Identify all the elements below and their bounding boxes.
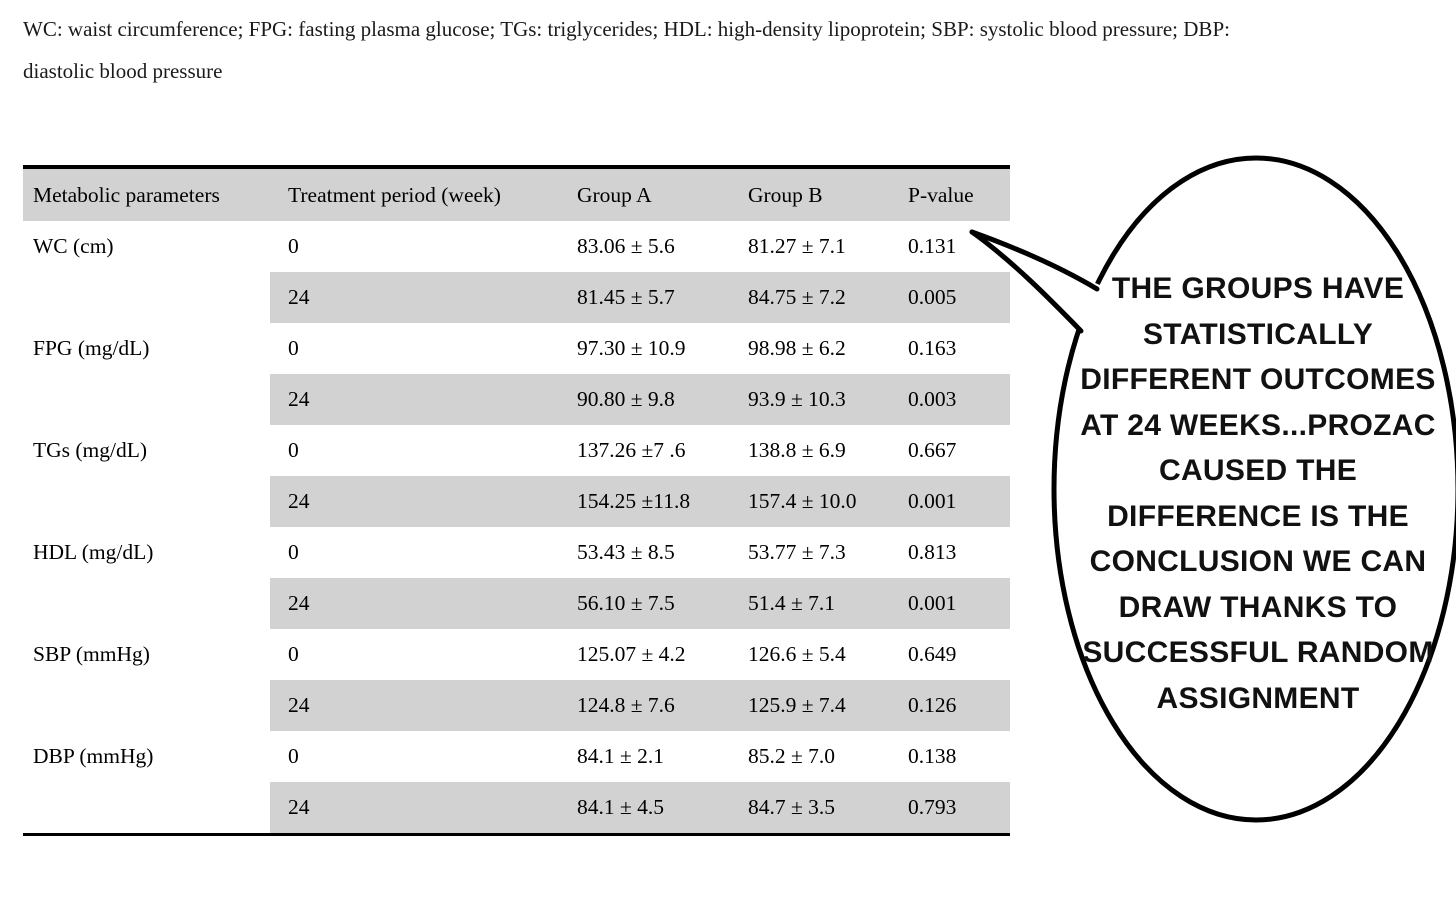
param-cell [23,578,270,629]
week-cell: 24 [270,374,567,425]
table-row: 24 124.8 ± 7.6 125.9 ± 7.4 0.126 [23,680,1010,731]
speech-bubble-text: THE GROUPS HAVE STATISTICALLY DIFFERENT … [1080,272,1436,715]
group-a-cell: 53.43 ± 8.5 [577,540,675,564]
param-cell: FPG (mg/dL) [33,336,150,360]
group-a-cell: 154.25 ±11.8 [567,476,738,527]
week-cell: 0 [288,540,299,564]
table-row: SBP (mmHg) 0 125.07 ± 4.2 126.6 ± 5.4 0.… [23,629,1010,680]
week-cell: 0 [288,438,299,462]
week-cell: 24 [270,680,567,731]
p-value-cell: 0.001 [898,476,1010,527]
header-group-b: Group B [738,169,898,221]
group-b-cell: 84.75 ± 7.2 [738,272,898,323]
p-value-cell: 0.649 [908,642,957,666]
table-row: 24 56.10 ± 7.5 51.4 ± 7.1 0.001 [23,578,1010,629]
p-value-cell: 0.131 [908,234,957,258]
group-b-cell: 138.8 ± 6.9 [748,438,846,462]
group-a-cell: 84.1 ± 4.5 [567,782,738,833]
group-a-cell: 83.06 ± 5.6 [577,234,675,258]
week-cell: 0 [288,642,299,666]
week-cell: 0 [288,744,299,768]
param-cell: HDL (mg/dL) [33,540,154,564]
group-b-cell: 126.6 ± 5.4 [748,642,846,666]
p-value-cell: 0.138 [908,744,957,768]
p-value-cell: 0.163 [908,336,957,360]
week-cell: 24 [270,578,567,629]
p-value-cell: 0.005 [898,272,1010,323]
table-row: 24 84.1 ± 4.5 84.7 ± 3.5 0.793 [23,782,1010,833]
param-cell: SBP (mmHg) [33,642,150,666]
week-cell: 0 [288,336,299,360]
group-a-cell: 137.26 ±7 .6 [577,438,686,462]
week-cell: 24 [270,782,567,833]
group-a-cell: 90.80 ± 9.8 [567,374,738,425]
group-a-cell: 125.07 ± 4.2 [577,642,686,666]
param-cell: WC (cm) [33,234,114,258]
header-treatment-period: Treatment period (week) [270,169,567,221]
table-row: 24 90.80 ± 9.8 93.9 ± 10.3 0.003 [23,374,1010,425]
p-value-cell: 0.793 [898,782,1010,833]
group-a-cell: 124.8 ± 7.6 [567,680,738,731]
group-b-cell: 84.7 ± 3.5 [738,782,898,833]
table-row: WC (cm) 0 83.06 ± 5.6 81.27 ± 7.1 0.131 [23,221,1010,272]
table-header-row: Metabolic parameters Treatment period (w… [23,169,1010,221]
week-cell: 24 [270,272,567,323]
group-b-cell: 85.2 ± 7.0 [748,744,836,768]
week-cell: 0 [288,234,299,258]
p-value-cell: 0.001 [898,578,1010,629]
table-row: HDL (mg/dL) 0 53.43 ± 8.5 53.77 ± 7.3 0.… [23,527,1010,578]
group-b-cell: 93.9 ± 10.3 [738,374,898,425]
param-cell [23,476,270,527]
table-row: TGs (mg/dL) 0 137.26 ±7 .6 138.8 ± 6.9 0… [23,425,1010,476]
group-b-cell: 157.4 ± 10.0 [738,476,898,527]
abbreviation-note: WC: waist circumference; FPG: fasting pl… [23,17,1230,83]
group-a-cell: 81.45 ± 5.7 [567,272,738,323]
group-a-cell: 84.1 ± 2.1 [577,744,665,768]
group-b-cell: 53.77 ± 7.3 [748,540,846,564]
p-value-cell: 0.813 [908,540,957,564]
group-a-cell: 97.30 ± 10.9 [577,336,686,360]
param-cell [23,374,270,425]
group-b-cell: 81.27 ± 7.1 [748,234,846,258]
param-cell [23,680,270,731]
table-row: FPG (mg/dL) 0 97.30 ± 10.9 98.98 ± 6.2 0… [23,323,1010,374]
p-value-cell: 0.003 [898,374,1010,425]
table-row: 24 81.45 ± 5.7 84.75 ± 7.2 0.005 [23,272,1010,323]
param-cell: DBP (mmHg) [33,744,154,768]
metabolic-parameters-table: Metabolic parameters Treatment period (w… [23,165,1010,836]
header-group-a: Group A [567,169,738,221]
table-row: DBP (mmHg) 0 84.1 ± 2.1 85.2 ± 7.0 0.138 [23,731,1010,782]
param-cell [23,272,270,323]
group-b-cell: 51.4 ± 7.1 [738,578,898,629]
p-value-cell: 0.126 [898,680,1010,731]
group-b-cell: 125.9 ± 7.4 [738,680,898,731]
header-metabolic-parameters: Metabolic parameters [23,169,270,221]
group-b-cell: 98.98 ± 6.2 [748,336,846,360]
param-cell [23,782,270,833]
table-row: 24 154.25 ±11.8 157.4 ± 10.0 0.001 [23,476,1010,527]
header-p-value: P-value [898,169,1010,221]
group-a-cell: 56.10 ± 7.5 [567,578,738,629]
param-cell: TGs (mg/dL) [33,438,148,462]
p-value-cell: 0.667 [908,438,957,462]
week-cell: 24 [270,476,567,527]
